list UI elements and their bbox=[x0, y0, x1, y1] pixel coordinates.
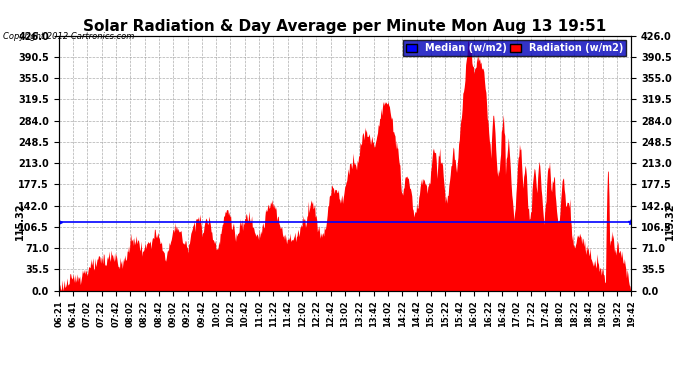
Text: 115.32: 115.32 bbox=[14, 203, 25, 240]
Title: Solar Radiation & Day Average per Minute Mon Aug 13 19:51: Solar Radiation & Day Average per Minute… bbox=[83, 20, 607, 34]
Legend: Median (w/m2), Radiation (w/m2): Median (w/m2), Radiation (w/m2) bbox=[402, 40, 627, 56]
Text: 115.32: 115.32 bbox=[665, 203, 676, 240]
Text: Copyright 2012 Cartronics.com: Copyright 2012 Cartronics.com bbox=[3, 32, 135, 41]
